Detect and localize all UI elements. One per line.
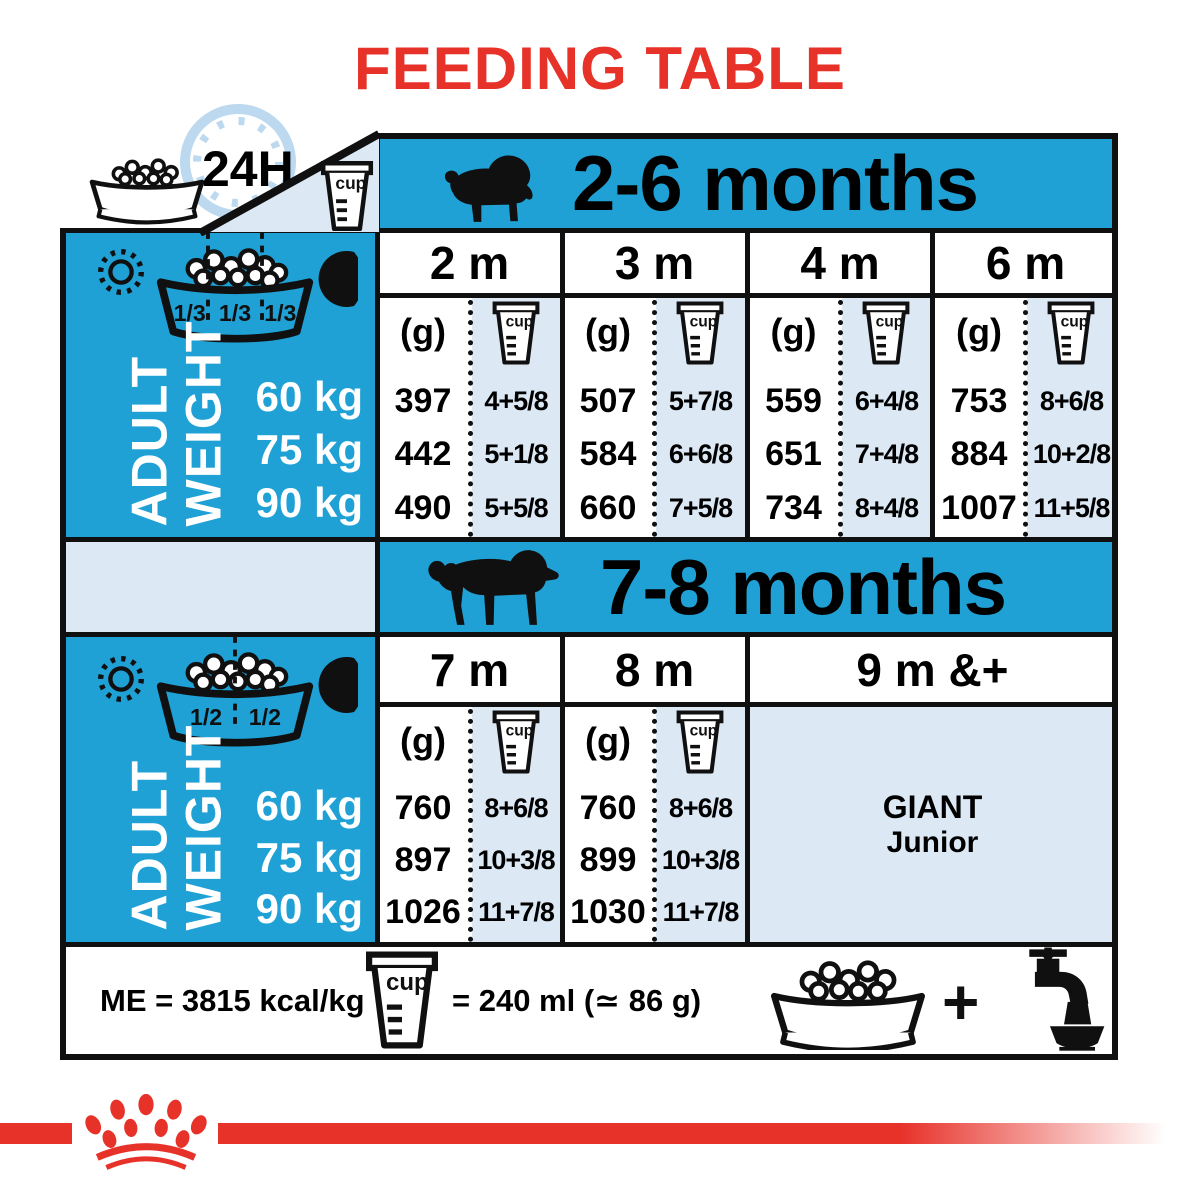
grams-header: (g)	[400, 311, 446, 352]
month-header: 8 m	[614, 643, 695, 696]
month-header: 4 m	[800, 237, 880, 289]
measuring-cup-icon: cup	[674, 709, 726, 775]
sun-icon	[92, 243, 150, 301]
svg-text:cup: cup	[690, 723, 718, 740]
measuring-cup-icon: cup	[860, 300, 912, 366]
giant-junior-note: GIANT Junior	[882, 789, 983, 859]
weight-rows: 60 kg 75 kg 90 kg	[255, 372, 363, 527]
svg-text:cup: cup	[506, 723, 534, 740]
grid-line	[60, 942, 1118, 947]
dotted-divider	[838, 300, 843, 537]
svg-text:cup: cup	[506, 314, 534, 331]
grid-line	[60, 228, 1118, 233]
table-border-right	[1112, 133, 1118, 1060]
section1-age-label: 2-6 months	[572, 138, 979, 227]
measuring-cup-icon: cup	[674, 300, 726, 366]
page-title: FEEDING TABLE	[354, 35, 846, 102]
grams-values-7m: 760 897 1026	[385, 789, 461, 931]
grams-values-2m: 397 442 490	[394, 382, 452, 527]
measuring-cup-icon: cup	[490, 300, 542, 366]
cup-values-3m: 5+7/8 6+6/8 7+5/8	[668, 386, 733, 523]
grid-line	[745, 632, 750, 947]
svg-text:cup: cup	[1061, 314, 1089, 331]
svg-text:cup: cup	[876, 314, 904, 331]
giant-junior-cell-bg	[747, 707, 1118, 947]
cup-values-4m: 6+4/8 7+4/8 8+4/8	[854, 386, 919, 523]
kibble-bowl-icon	[758, 950, 938, 1050]
grams-values-6m: 753 884 1007	[941, 382, 1017, 527]
cup-values-8m: 8+6/8 10+3/8 11+7/8	[661, 793, 740, 927]
divider-band-left-bg	[60, 537, 377, 637]
cup-values-7m: 8+6/8 10+3/8 11+7/8	[477, 793, 555, 927]
table-border-bottom	[60, 1054, 1118, 1060]
grams-header: (g)	[585, 720, 631, 761]
table-border-left	[60, 228, 66, 1060]
grid-line	[60, 632, 1118, 637]
bowl-halves-icon: 1/2 1/2	[153, 636, 317, 750]
me-kcal-text: ME = 3815 kcal/kg	[100, 982, 365, 1018]
svg-text:1/2: 1/2	[249, 704, 281, 730]
moon-icon	[318, 250, 358, 308]
grams-values-8m: 760 899 1030	[570, 789, 646, 931]
svg-text:cup: cup	[335, 173, 366, 193]
grid-line	[560, 632, 565, 947]
cup-values-2m: 4+5/8 5+1/8 5+5/8	[484, 386, 548, 523]
svg-text:1/2: 1/2	[190, 704, 222, 730]
svg-text:1/3: 1/3	[219, 300, 251, 326]
puppy-silhouette-icon	[420, 150, 562, 226]
grid-line	[560, 228, 565, 542]
grid-line	[60, 537, 1118, 542]
measuring-cup-icon: cup	[1045, 300, 1097, 366]
royal-canin-crown-icon	[80, 1094, 212, 1174]
dotted-divider	[1023, 300, 1028, 537]
dotted-divider	[468, 300, 473, 537]
grid-line	[745, 228, 750, 542]
svg-text:cup: cup	[386, 969, 429, 996]
bowl-thirds-icon: 1/3 1/3 1/3	[153, 232, 317, 346]
dotted-divider	[468, 709, 473, 942]
grams-header: (g)	[400, 720, 446, 761]
cup-values-6m: 8+6/8 10+2/8 11+5/8	[1032, 386, 1111, 523]
svg-text:1/3: 1/3	[174, 300, 206, 326]
measuring-cup-icon: cup	[318, 160, 376, 232]
plus-icon: +	[942, 966, 980, 1038]
grid-line	[375, 133, 380, 947]
red-band-right	[218, 1123, 1166, 1144]
month-header: 2 m	[429, 237, 510, 289]
cup-equivalent-text: = 240 ml (≃ 86 g)	[452, 982, 702, 1018]
moon-icon	[318, 656, 358, 714]
table-border-top	[377, 133, 1118, 139]
section2-age-label: 7-8 months	[600, 542, 1007, 631]
dotted-divider	[652, 300, 657, 537]
grams-header: (g)	[585, 311, 631, 352]
month-header: 6 m	[985, 237, 1066, 289]
month-header: 3 m	[614, 237, 695, 289]
adult-dog-silhouette-icon	[400, 545, 590, 633]
grams-header: (g)	[956, 311, 1002, 352]
grams-values-3m: 507 584 660	[579, 382, 637, 527]
svg-text:cup: cup	[690, 314, 718, 331]
month-header: 7 m	[429, 643, 510, 696]
svg-text:1/3: 1/3	[264, 300, 296, 326]
red-band-left	[0, 1123, 72, 1144]
grid-line	[930, 228, 935, 542]
dotted-divider	[652, 709, 657, 942]
weight-rows: 60 kg 75 kg 90 kg	[255, 781, 363, 933]
grams-values-4m: 559 651 734	[765, 382, 822, 527]
water-tap-icon	[988, 947, 1110, 1053]
measuring-cup-icon: cup	[490, 709, 542, 775]
grams-header: (g)	[770, 311, 817, 352]
sun-icon	[92, 650, 150, 708]
month-header: 9 m &+	[856, 643, 1009, 696]
kibble-bowl-icon	[85, 140, 209, 230]
measuring-cup-icon: cup	[362, 950, 442, 1050]
